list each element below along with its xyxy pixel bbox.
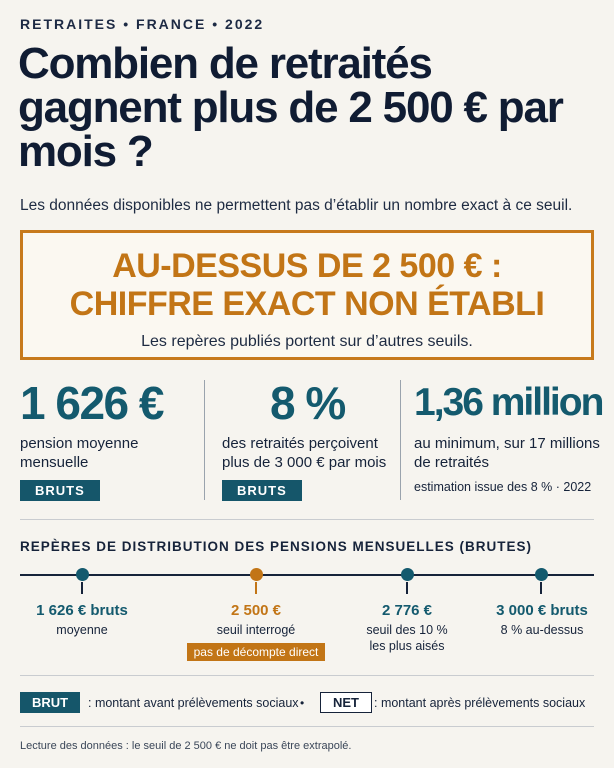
divider [204,380,205,500]
subtitle: Les données disponibles ne permettent pa… [20,197,573,214]
stat-value: 1 626 € [20,377,164,429]
stat-desc-line: plus de 3 000 € par mois [222,454,387,471]
marker-sub: les plus aisés [369,639,445,653]
brut-badge: BRUTS [20,480,100,501]
stat-description: au minimum, sur 17 millions de retraités [414,434,604,472]
footnote: Lecture des données : le seuil de 2 500 … [20,740,352,752]
callout-box: AU-DESSUS DE 2 500 € : CHIFFRE EXACT NON… [20,230,594,360]
distribution-axis [20,574,594,576]
marker-value: 2 776 € [381,602,433,619]
marker-label-top10: 2 776 € seuil des 10 % les plus aisés [337,602,477,654]
legend: BRUT : montant avant prélèvements sociau… [20,692,594,714]
marker-dot-average [76,568,89,581]
marker-dot-3000 [535,568,548,581]
marker-dot-top10 [401,568,414,581]
marker-sub: seuil interrogé [216,623,296,637]
stat-note: estimation issue des 8 % · 2022 [414,480,592,494]
section-divider [20,726,594,727]
stat-value: 8 % [270,377,346,429]
brut-badge: BRUTS [222,480,302,501]
callout-line-1: AU-DESSUS DE 2 500 € : [112,247,502,285]
marker-dot-threshold [250,568,263,581]
stat-desc-line: de retraités [414,454,490,471]
no-direct-count-tag: pas de décompte direct [186,643,326,661]
callout-subtext: Les repères publiés portent sur d’autres… [141,333,473,350]
legend-net-text: : montant après prélèvements sociaux [374,696,586,710]
stat-description: pension moyenne mensuelle [20,434,200,472]
marker-value: 3 000 € bruts [496,602,588,619]
marker-value: 2 500 € [230,602,282,619]
legend-separator: • [300,696,305,710]
marker-tick [406,582,408,594]
section-divider [20,519,594,520]
page-title: Combien de retraités gagnent plus de 2 5… [18,39,564,176]
marker-sub: moyenne [56,623,108,637]
stat-desc-line: au minimum, sur 17 millions [414,435,600,452]
legend-brut-badge: BRUT [20,692,81,713]
marker-tick [255,582,257,594]
section-divider [20,675,594,676]
stat-description: des retraités perçoivent plus de 3 000 €… [222,434,402,472]
marker-sub: 8 % au-dessus [500,623,584,637]
legend-net-badge: NET [320,692,372,713]
stat-desc-line: pension moyenne [20,435,139,452]
legend-brut-text: : montant avant prélèvements sociaux [88,696,299,710]
marker-label-average: 1 626 € bruts moyenne [12,602,152,638]
stat-share-above-3000: 8 % des retraités perçoivent plus de 3 0… [222,378,402,501]
marker-label-threshold: 2 500 € seuil interrogé pas de décompte … [186,602,326,661]
stat-desc-line: mensuelle [20,454,89,471]
marker-tick [81,582,83,594]
marker-value: 1 626 € bruts [36,602,128,619]
marker-tick [540,582,542,594]
callout-line-2: CHIFFRE EXACT NON ÉTABLI [69,285,545,323]
kicker: RETRAITES • FRANCE • 2022 [20,16,265,32]
stat-average-pension: 1 626 € pension moyenne mensuelle BRUTS [20,378,200,501]
divider [400,380,401,500]
distribution-title: REPÈRES DE DISTRIBUTION DES PENSIONS MEN… [20,539,533,554]
stat-value: 1,36 million [414,381,604,424]
marker-label-3000: 3 000 € bruts 8 % au-dessus [472,602,612,638]
stat-minimum-count: 1,36 million au minimum, sur 17 millions… [414,378,604,494]
marker-sub: seuil des 10 % [366,623,448,637]
stat-desc-line: des retraités perçoivent [222,435,378,452]
